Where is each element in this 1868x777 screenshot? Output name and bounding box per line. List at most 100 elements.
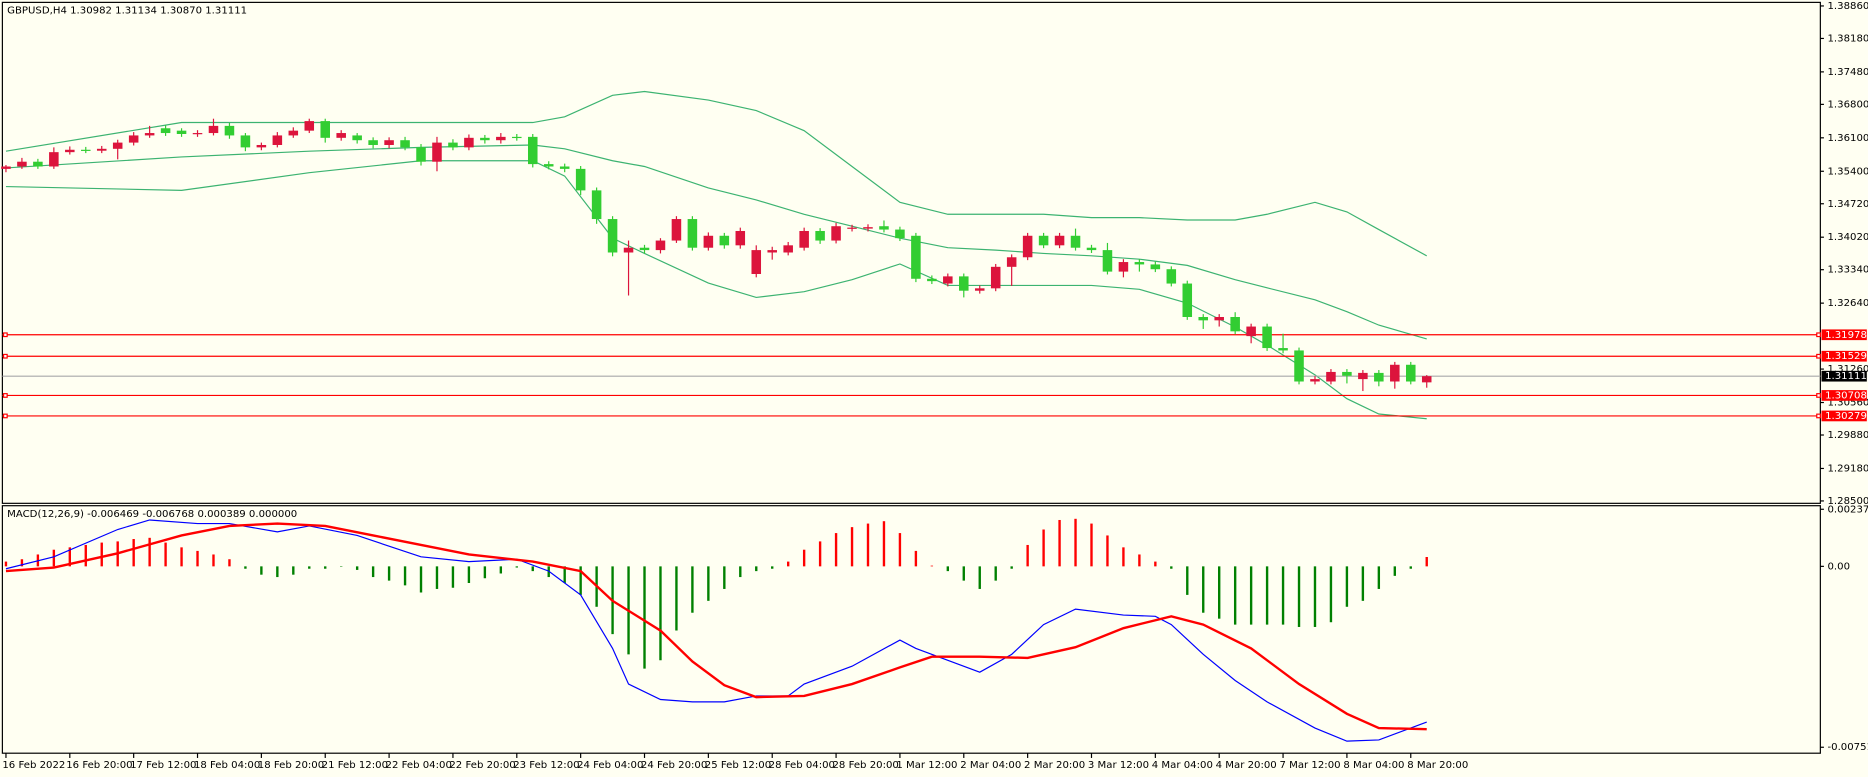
candle-body: [1134, 262, 1145, 265]
level-tag: [1821, 390, 1867, 401]
y-tick-label: 1.34720: [1827, 199, 1868, 210]
candle-body: [432, 142, 442, 162]
candle-body: [559, 166, 570, 169]
candle-body: [623, 247, 634, 253]
x-tick-label: 28 Feb 04:00: [769, 760, 835, 771]
candle-body: [703, 235, 714, 248]
candle-body: [160, 128, 171, 134]
candle-body: [895, 229, 905, 239]
candle-body: [496, 136, 506, 141]
candle-body: [368, 140, 378, 145]
candle-body: [304, 121, 315, 131]
candle-body: [974, 288, 985, 291]
y-tick-label: 1.31260: [1827, 364, 1868, 375]
y-tick-label: -0.007517: [1827, 742, 1868, 753]
macd-panel: [1, 505, 1821, 754]
candle-body: [863, 227, 873, 229]
candle-body: [1390, 364, 1400, 382]
candle-body: [112, 142, 123, 149]
candle-body: [1118, 262, 1129, 272]
x-tick-label: 23 Feb 12:00: [513, 760, 579, 771]
indicator-title: MACD(12,26,9) -0.006469 -0.006768 0.0003…: [7, 509, 297, 520]
x-tick-label: 8 Mar 04:00: [1343, 760, 1404, 771]
candle-body: [1166, 269, 1177, 284]
candle-body: [17, 161, 27, 167]
candle-body: [815, 230, 825, 241]
candle-body: [1278, 348, 1288, 351]
candle-body: [687, 219, 698, 248]
level-handle: [2, 353, 8, 359]
candle-body: [927, 278, 937, 282]
y-tick-label: 1.38860: [1827, 1, 1868, 12]
y-tick-label: 1.30560: [1827, 398, 1868, 409]
candle-body: [655, 240, 666, 251]
level-label: 1.31978: [1825, 330, 1867, 341]
candle-body: [1326, 371, 1336, 382]
candle-body: [65, 149, 75, 153]
candle-body: [1294, 350, 1304, 382]
candle-body: [1, 166, 11, 169]
candle-body: [1070, 235, 1081, 248]
x-tick-label: 25 Feb 12:00: [705, 760, 771, 771]
bollinger-band: [5, 90, 1428, 257]
candle-body: [416, 147, 426, 162]
candle-body: [1230, 316, 1240, 332]
level-label: 1.30279: [1825, 411, 1867, 422]
x-tick-label: 16 Feb 2022: [2, 760, 65, 771]
level-label: 1.30708: [1825, 390, 1867, 401]
candle-body: [448, 142, 458, 148]
level-handle: [1816, 332, 1821, 338]
candle-body: [352, 135, 362, 141]
x-tick-label: 2 Mar 20:00: [1024, 760, 1085, 771]
x-tick-label: 8 Mar 20:00: [1407, 760, 1468, 771]
candle-body: [1406, 364, 1416, 382]
candle-body: [1150, 264, 1161, 270]
candle-body: [224, 125, 235, 136]
candle-body: [831, 226, 841, 241]
y-tick-label: 0.00: [1827, 561, 1850, 572]
candle-body: [591, 190, 602, 220]
candle-body: [1198, 316, 1209, 321]
level-tag: [1821, 350, 1867, 362]
y-tick-label: 1.37480: [1827, 67, 1868, 78]
x-tick-label: 22 Feb 04:00: [386, 760, 452, 771]
candle-body: [320, 121, 330, 138]
candle-body: [480, 137, 490, 141]
indicator-line: [5, 522, 1427, 731]
y-tick-label: 1.38180: [1827, 33, 1868, 44]
chart-title: GBPUSD,H4 1.30982 1.31134 1.30870 1.3111…: [7, 6, 247, 17]
level-label: 1.31529: [1825, 351, 1867, 362]
candle-body: [607, 219, 618, 253]
candle-body: [240, 135, 251, 148]
candle-body: [176, 130, 187, 134]
candle-body: [1054, 235, 1065, 246]
candle-body: [1358, 372, 1368, 380]
candle-body: [527, 136, 538, 165]
candle-body: [943, 276, 953, 284]
level-handle: [2, 332, 8, 338]
candle-body: [1182, 283, 1193, 317]
candle-body: [735, 230, 746, 246]
candle-body: [384, 140, 394, 145]
candle-body: [1214, 316, 1224, 321]
candle-body: [81, 149, 91, 151]
candle-body: [767, 250, 777, 253]
x-tick-label: 4 Mar 04:00: [1152, 760, 1213, 771]
x-tick-label: 16 Feb 20:00: [66, 760, 132, 771]
level-handle: [1816, 393, 1821, 398]
candle-body: [671, 219, 682, 241]
x-tick-label: 7 Mar 12:00: [1279, 760, 1340, 771]
y-tick-label: 1.34020: [1827, 232, 1868, 243]
x-tick-label: 1 Mar 12:00: [896, 760, 957, 771]
candle-body: [512, 136, 522, 139]
candle-body: [49, 152, 59, 167]
candle-body: [1246, 326, 1256, 337]
candle-body: [990, 266, 1001, 289]
y-tick-label: 1.29880: [1827, 430, 1868, 441]
x-tick-label: 3 Mar 12:00: [1088, 760, 1149, 771]
candle-body: [288, 130, 299, 136]
x-tick-label: 22 Feb 20:00: [449, 760, 515, 771]
candle-body: [719, 235, 730, 246]
